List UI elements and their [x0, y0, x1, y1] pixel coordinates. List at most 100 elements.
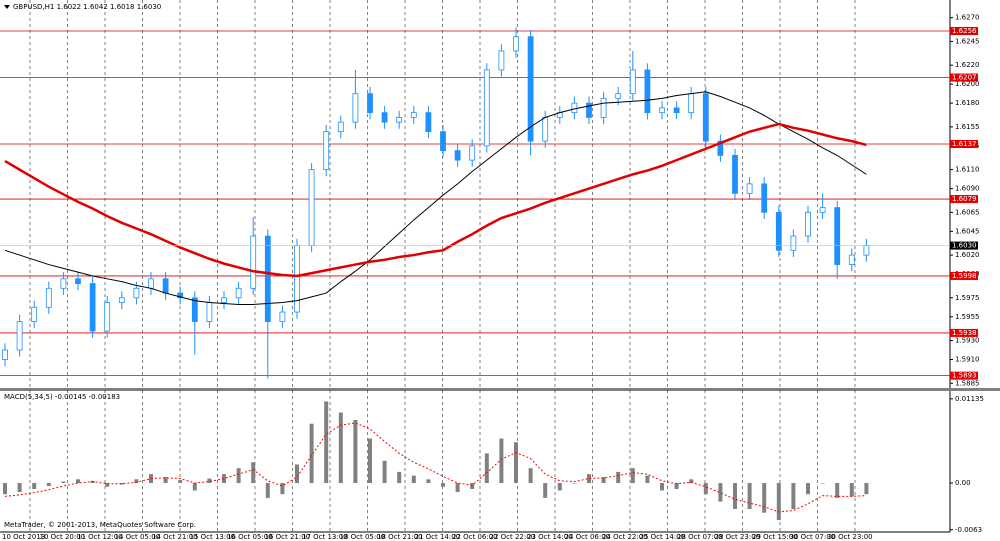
- histogram-bar: [46, 483, 51, 486]
- candle-body: [673, 107, 680, 114]
- histogram-bar: [17, 483, 22, 492]
- indicator-line: [4, 422, 867, 513]
- histogram-bar: [747, 483, 752, 509]
- y-tick-label: 1.6245: [955, 37, 980, 45]
- y-tick-label: 1.6220: [955, 61, 980, 69]
- y-tick-label: 1.6110: [955, 166, 980, 174]
- level-label: 1.6207: [952, 74, 977, 82]
- candle-body: [790, 235, 797, 251]
- candle-body: [629, 69, 636, 95]
- histogram-bar: [776, 483, 781, 521]
- y-tick-label: 0.00: [955, 479, 971, 487]
- x-tick-label: 22 Oct 22:00: [490, 533, 536, 541]
- candle-body: [483, 69, 490, 147]
- y-tick-label: 1.5955: [955, 313, 980, 321]
- x-tick-label: 28 Oct 23:00: [715, 533, 761, 541]
- y-tick-label: 1.6180: [955, 99, 980, 107]
- candle-body: [118, 297, 125, 303]
- histogram-bar: [484, 453, 489, 484]
- histogram-bar: [207, 478, 212, 484]
- x-tick-label: 16 Oct 05:00: [227, 533, 273, 541]
- candle-body: [571, 102, 578, 114]
- x-tick-label: 30 Oct 07:00: [790, 533, 836, 541]
- histogram-bar: [806, 483, 810, 495]
- level-label-box: [950, 26, 978, 35]
- indicator-line: [4, 122, 867, 278]
- candle-body: [31, 306, 38, 322]
- histogram-bar: [557, 483, 562, 491]
- candle-body: [775, 211, 782, 251]
- candle-body: [410, 112, 417, 118]
- histogram-bar: [674, 483, 679, 489]
- x-tick-label: 14 Oct 21:00: [152, 533, 198, 541]
- x-tick-label: 21 Oct 14:00: [415, 533, 461, 541]
- histogram-bar: [601, 477, 606, 484]
- candle-body: [542, 116, 549, 142]
- x-tick-label: 10 Oct 2013: [2, 533, 45, 541]
- x-tick-label: 25 Oct 14:00: [640, 533, 686, 541]
- histogram-bar: [61, 481, 66, 484]
- level-label-box: [950, 139, 978, 148]
- histogram-bar: [3, 483, 7, 495]
- histogram-bar: [703, 483, 708, 495]
- x-tick-label: 30 Oct 23:00: [827, 533, 873, 541]
- candle-body: [250, 235, 257, 289]
- current-price-box: [950, 241, 978, 250]
- x-tick-label: 16 Oct 21:00: [265, 533, 311, 541]
- histogram-bar: [645, 475, 650, 484]
- candle-body: [819, 207, 826, 213]
- menu-triangle: [4, 5, 10, 9]
- candle-body: [440, 131, 446, 152]
- candle-body: [527, 36, 534, 142]
- x-tick-label: 10 Oct 20:00: [40, 533, 86, 541]
- histogram-bar: [864, 483, 869, 495]
- histogram-bar: [32, 483, 37, 489]
- y-tick-label: 1.5885: [955, 379, 980, 387]
- histogram-bar: [324, 401, 329, 484]
- candle-body: [323, 131, 330, 171]
- histogram-bar: [426, 479, 431, 484]
- candle-body: [45, 287, 52, 308]
- candle-body: [586, 102, 592, 118]
- histogram-bar: [338, 412, 343, 484]
- histogram-bar: [236, 468, 241, 484]
- candle-body: [805, 211, 811, 237]
- y-tick-label: 1.5910: [955, 356, 980, 364]
- histogram-bar: [192, 483, 197, 491]
- histogram-bar: [353, 419, 358, 484]
- histogram-bar: [134, 479, 139, 484]
- candle-body: [221, 297, 227, 303]
- x-tick-label: 22 Oct 06:00: [452, 533, 498, 541]
- histogram-bar: [441, 483, 445, 487]
- x-tick-label: 29 Oct 15:00: [752, 533, 798, 541]
- macd-title: MACD(5,34,5) -0.00145 -0.00183: [4, 393, 120, 401]
- x-tick-label: 14 Oct 05:00: [115, 533, 161, 541]
- level-label: 1.5938: [952, 329, 977, 337]
- y-tick-label: 1.6045: [955, 227, 980, 235]
- histogram-bar: [718, 483, 723, 502]
- x-tick-label: 24 Oct 22:00: [602, 533, 648, 541]
- histogram-bar: [616, 471, 621, 484]
- histogram-bar: [630, 468, 635, 484]
- separator: [0, 388, 1000, 391]
- candle-body: [75, 278, 81, 284]
- candle-body: [308, 169, 315, 246]
- candle-body: [381, 112, 388, 123]
- candle-body: [352, 93, 359, 123]
- candle-body: [16, 321, 23, 351]
- level-label-box: [950, 195, 978, 204]
- candle-body: [148, 278, 154, 289]
- level-label: 1.6256: [952, 27, 977, 35]
- histogram-bar: [411, 475, 416, 484]
- candle-body: [396, 116, 403, 123]
- histogram-bar: [368, 438, 372, 484]
- candle-body: [425, 112, 432, 133]
- histogram-bar: [178, 480, 183, 484]
- histogram-bar: [455, 483, 460, 492]
- candle-body: [337, 121, 344, 133]
- candle-body: [644, 69, 651, 114]
- x-tick-label: 24 Oct 06:00: [565, 533, 611, 541]
- histogram-bar: [587, 474, 591, 484]
- histogram-bar: [397, 471, 402, 484]
